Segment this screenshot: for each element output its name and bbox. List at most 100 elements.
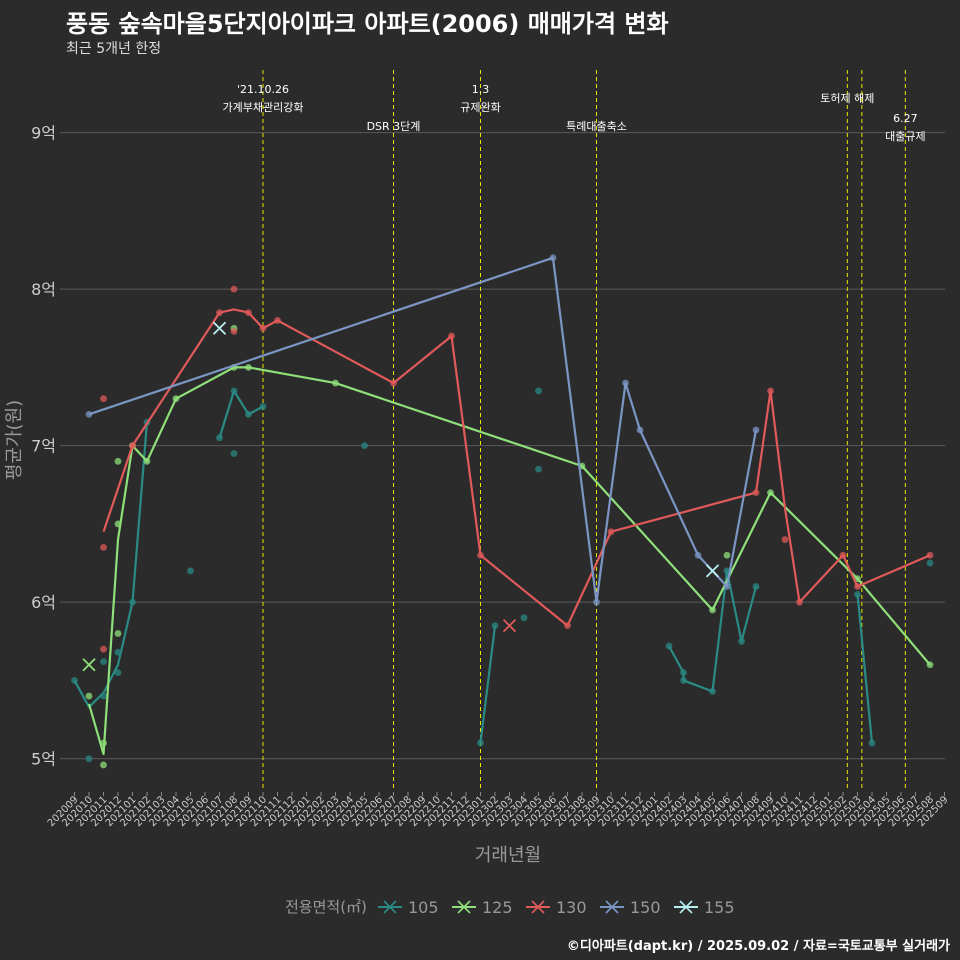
data-point: [230, 285, 238, 293]
data-point: [564, 622, 571, 630]
data-point: [274, 317, 281, 324]
data-point: [100, 658, 107, 666]
data-point: [245, 363, 252, 371]
data-point: [549, 254, 557, 262]
data-point: [259, 324, 267, 332]
series-125: [82, 324, 934, 769]
data-point: [477, 551, 484, 559]
y-tick-label: 9억: [31, 124, 56, 143]
data-point: [607, 528, 615, 536]
data-point: [926, 559, 934, 567]
series-line: [856, 594, 874, 744]
legend-label: 150: [630, 898, 661, 917]
event-label: 토허제 해제: [820, 91, 874, 105]
data-point: [752, 583, 760, 590]
event-label: '21.10.26: [237, 83, 289, 96]
data-point: [259, 403, 267, 410]
data-point: [622, 379, 629, 387]
series-130: [100, 285, 934, 653]
data-mark: [212, 321, 227, 335]
data-point: [854, 590, 861, 598]
series-line: [73, 422, 149, 709]
legend-title: 전용면적(㎡): [285, 898, 367, 916]
y-axis-title: 평균가(원): [4, 400, 25, 480]
data-point: [854, 583, 861, 590]
data-point: [85, 692, 93, 700]
series-line: [479, 625, 497, 744]
data-point: [593, 598, 600, 606]
series-line: [102, 308, 931, 627]
credit-text: ©디아파트(dapt.kr) / 2025.09.02 / 자료=국토교통부 실…: [566, 939, 950, 954]
data-point: [665, 642, 673, 650]
series-155: [212, 321, 720, 578]
data-point: [332, 379, 339, 387]
data-point: [230, 387, 238, 395]
legend-item-150: 150: [600, 898, 661, 917]
data-point: [216, 434, 223, 442]
x-axis-title: 거래년월: [475, 845, 541, 866]
legend: 전용면적(㎡) 105 125 130 150 155: [285, 898, 735, 917]
legend-x-mark: [457, 900, 471, 914]
legend-label: 125: [482, 898, 513, 917]
data-point: [216, 309, 223, 317]
data-point: [129, 442, 136, 450]
legend-x-mark: [383, 900, 397, 914]
data-point: [520, 614, 528, 622]
data-point: [85, 410, 93, 418]
data-mark: [502, 619, 517, 633]
data-point: [535, 465, 542, 473]
data-point: [723, 583, 731, 590]
data-point: [680, 669, 687, 677]
data-point: [694, 551, 702, 559]
legend-x-mark: [679, 900, 693, 914]
series-layer: [71, 254, 934, 769]
data-point: [100, 692, 107, 700]
legend-label: 130: [556, 898, 587, 917]
y-tick-label: 5억: [31, 750, 56, 769]
data-point: [143, 457, 151, 465]
y-tick-label: 7억: [31, 437, 56, 456]
data-point: [723, 551, 731, 559]
data-point: [390, 379, 397, 387]
data-point: [709, 606, 716, 614]
data-point: [680, 677, 687, 684]
data-point: [535, 387, 542, 395]
data-point: [85, 755, 93, 763]
data-point: [100, 739, 107, 747]
event-label: 1.3: [472, 83, 490, 96]
data-point: [114, 648, 122, 656]
series-105: [71, 387, 934, 763]
legend-x-mark: [531, 900, 545, 914]
data-point: [114, 669, 122, 677]
data-point: [172, 395, 180, 403]
data-point: [114, 520, 122, 528]
legend-item-125: 125: [452, 898, 513, 917]
data-point: [491, 622, 499, 630]
data-point: [129, 598, 136, 606]
data-mark: [705, 564, 720, 578]
y-tick-label: 8억: [31, 280, 56, 299]
y-axis: 5억 6억 7억 8억 9억: [31, 124, 56, 769]
data-point: [738, 637, 745, 645]
legend-item-130: 130: [526, 898, 587, 917]
data-point: [926, 661, 934, 669]
data-point: [752, 426, 760, 434]
legend-x-mark: [605, 900, 619, 914]
event-label: DSR 3단계: [367, 120, 421, 133]
x-axis: 2020092020102020112020122021012021022021…: [46, 792, 951, 829]
data-point: [100, 761, 107, 769]
data-point: [781, 536, 789, 543]
data-point: [636, 426, 644, 434]
data-point: [114, 630, 122, 637]
data-point: [448, 332, 455, 340]
data-point: [752, 489, 760, 497]
series-150: [85, 254, 760, 606]
series-line: [88, 256, 758, 604]
data-point: [230, 450, 238, 457]
data-point: [100, 395, 107, 403]
grid-lines: [60, 132, 945, 760]
legend-label: 155: [704, 898, 735, 917]
event-label: 가계부채관리강화: [223, 101, 304, 114]
data-point: [245, 309, 252, 317]
